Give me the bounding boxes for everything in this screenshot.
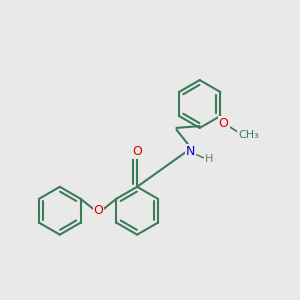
Text: CH₃: CH₃	[238, 130, 259, 140]
Text: O: O	[94, 204, 103, 217]
Text: O: O	[219, 117, 229, 130]
Text: H: H	[205, 154, 213, 164]
Text: N: N	[186, 145, 195, 158]
Text: O: O	[132, 145, 142, 158]
